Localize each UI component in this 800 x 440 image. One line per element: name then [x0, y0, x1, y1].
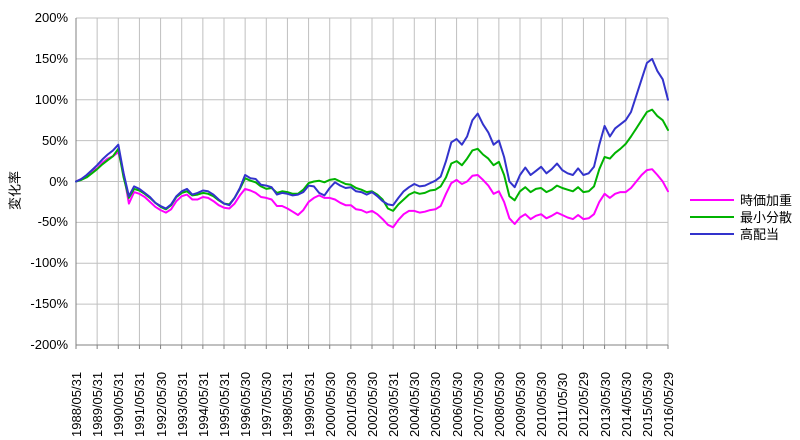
y-tick-label: 0% — [49, 173, 68, 189]
y-tick-label: -200% — [30, 337, 68, 352]
x-tick-label: 1994/05/31 — [195, 371, 211, 437]
y-tick-label: 50% — [41, 132, 68, 148]
legend: 時価加重最小分散高配当 — [690, 191, 792, 242]
x-tick-label: 1995/05/31 — [217, 371, 232, 437]
legend-item-label: 時価加重 — [740, 193, 793, 208]
x-tick-label: 2006/05/30 — [449, 371, 465, 437]
y-tick-label: 150% — [34, 50, 68, 66]
y-tick-label: -50% — [37, 214, 68, 230]
x-tick-label: 1990/05/31 — [111, 371, 127, 437]
x-tick-label: 2004/05/30 — [407, 371, 423, 437]
x-tick-label: 1993/05/31 — [174, 371, 190, 437]
x-tick-label: 2005/05/30 — [428, 371, 444, 437]
legend-item: 高配当 — [690, 225, 792, 242]
legend-line-swatch — [690, 198, 734, 201]
x-tick-label: 2010/05/30 — [534, 371, 550, 437]
x-tick-label: 2015/05/30 — [639, 371, 655, 437]
x-tick-label: 2003/05/31 — [386, 371, 402, 437]
y-tick-label: 200% — [34, 10, 68, 25]
x-tick-label: 1996/05/30 — [238, 371, 254, 437]
x-tick-label: 2016/05/29 — [661, 371, 676, 437]
x-tick-label: 2007/05/30 — [470, 371, 486, 437]
x-tick-label: 1997/05/30 — [259, 371, 275, 437]
legend-line-swatch — [690, 232, 734, 235]
x-tick-label: 2002/05/30 — [365, 371, 380, 437]
x-tick-label: 2008/05/30 — [491, 371, 507, 437]
x-tick-label: 2001/05/30 — [343, 371, 359, 437]
x-tick-label: 2014/05/30 — [618, 371, 634, 437]
plot-canvas — [75, 17, 669, 349]
legend-line-swatch — [690, 215, 734, 218]
y-tick-label: 100% — [34, 91, 68, 107]
y-axis-title: 変化率 — [7, 171, 23, 211]
legend-item-label: 最小分散 — [740, 210, 793, 225]
series-line-2 — [75, 57, 669, 210]
y-tick-label: -100% — [30, 255, 68, 271]
x-tick-label: 2011/05/30 — [555, 372, 571, 437]
x-tick-label: 1988/05/31 — [69, 371, 84, 437]
x-tick-label: 1989/05/31 — [90, 371, 106, 437]
x-tick-label: 1991/05/31 — [132, 371, 148, 437]
x-tick-label: 1999/05/31 — [301, 371, 317, 437]
legend-item: 最小分散 — [690, 208, 792, 225]
x-tick-label: 2013/05/30 — [597, 371, 613, 437]
legend-item: 時価加重 — [690, 191, 792, 208]
x-tick-label: 1992/05/30 — [153, 371, 169, 437]
series-line-0 — [75, 151, 669, 229]
y-tick-label: -150% — [30, 296, 68, 312]
x-tick-label: 2012/05/29 — [576, 371, 592, 437]
plot-area — [75, 17, 669, 349]
x-tick-label: 2000/05/30 — [322, 371, 338, 437]
legend-item-label: 高配当 — [740, 227, 780, 242]
x-tick-label: 2009/05/30 — [513, 371, 528, 437]
x-tick-label: 1998/05/31 — [280, 371, 296, 437]
